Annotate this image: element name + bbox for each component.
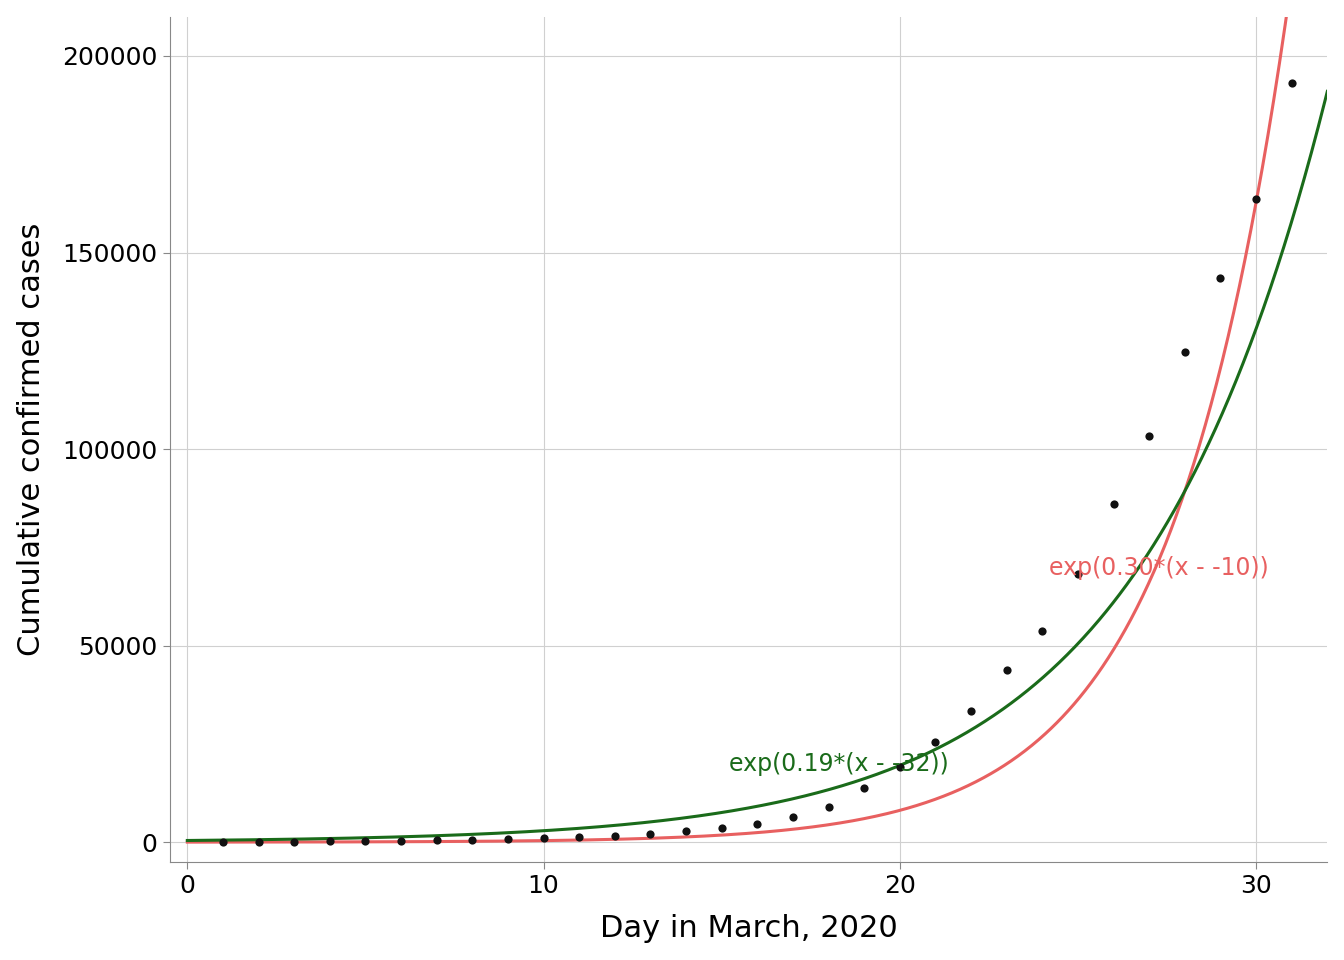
Point [355,833,376,849]
Point [818,799,840,814]
Point [532,830,554,846]
Point [890,759,911,775]
Point [319,834,340,850]
Point [711,820,732,835]
Point [996,662,1017,678]
Point [1210,271,1231,286]
Y-axis label: Cumulative confirmed cases: Cumulative confirmed cases [16,223,46,656]
Point [1032,623,1054,638]
Point [284,834,305,850]
Point [782,809,804,825]
X-axis label: Day in March, 2020: Day in March, 2020 [599,914,898,944]
Point [212,834,234,850]
Point [390,833,411,849]
Point [640,826,661,841]
Point [1138,428,1160,444]
Point [247,834,269,850]
Point [603,828,625,844]
Point [426,833,448,849]
Point [675,824,696,839]
Text: exp(0.30*(x - -10)): exp(0.30*(x - -10)) [1050,556,1269,580]
Point [1103,496,1125,512]
Point [1175,344,1196,359]
Point [925,734,946,750]
Point [853,780,875,796]
Point [569,829,590,845]
Point [1067,566,1089,582]
Point [497,831,519,847]
Text: exp(0.19*(x - -32)): exp(0.19*(x - -32)) [728,753,949,777]
Point [461,832,482,848]
Point [1281,76,1302,91]
Point [1246,192,1267,207]
Point [961,704,982,719]
Point [746,816,767,831]
